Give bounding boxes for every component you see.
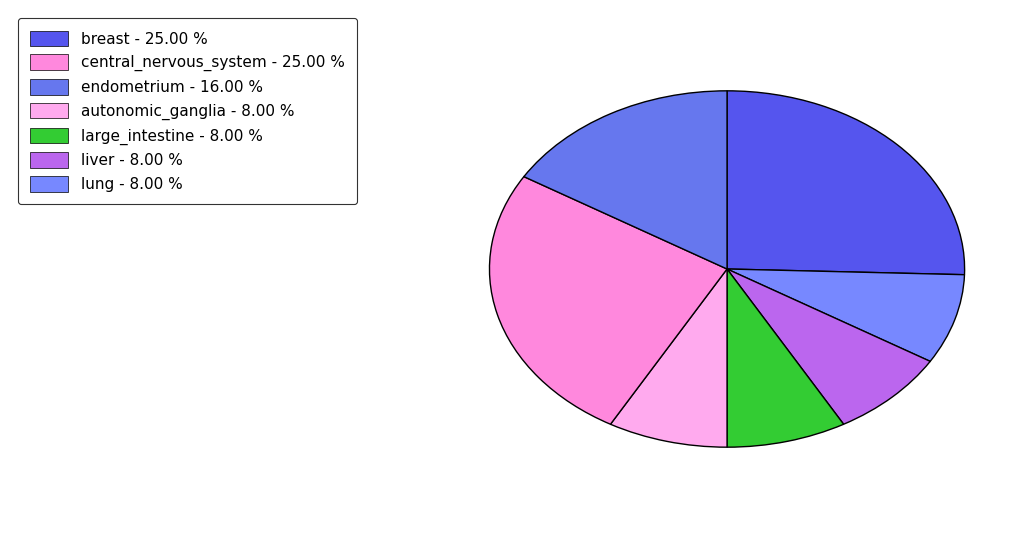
Wedge shape (489, 176, 727, 424)
Wedge shape (524, 91, 727, 269)
Wedge shape (727, 269, 965, 362)
Wedge shape (727, 269, 930, 424)
Legend: breast - 25.00 %, central_nervous_system - 25.00 %, endometrium - 16.00 %, auton: breast - 25.00 %, central_nervous_system… (17, 18, 356, 204)
Wedge shape (727, 269, 844, 447)
Wedge shape (610, 269, 727, 447)
Wedge shape (727, 91, 965, 275)
